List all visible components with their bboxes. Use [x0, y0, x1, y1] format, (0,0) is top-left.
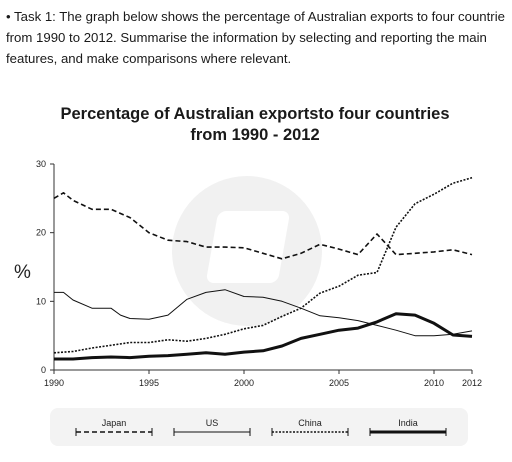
y-tick-label: 20	[36, 228, 46, 238]
series-line-us	[54, 289, 473, 337]
y-tick-label: 10	[36, 296, 46, 306]
legend-label-us: US	[206, 418, 219, 428]
y-tick-label: 0	[41, 365, 46, 375]
legend-label-china: China	[298, 418, 322, 428]
legend-label-japan: Japan	[102, 418, 127, 428]
series-line-china	[53, 176, 473, 354]
y-axis-label: %	[14, 262, 31, 283]
y-tick-label: 30	[36, 159, 46, 169]
legend-label-india: India	[398, 418, 418, 428]
task-instructions: • Task 1: The graph below shows the perc…	[6, 9, 505, 66]
x-tick-label: 2010	[424, 378, 444, 388]
x-tick-label: 1995	[139, 378, 159, 388]
chart-title: Percentage of Australian exportsto four …	[60, 105, 450, 144]
series-line-japan	[53, 192, 473, 260]
x-tick-label: 2000	[234, 378, 254, 388]
x-tick-label: 2012	[462, 378, 482, 388]
watermark-logo	[172, 176, 322, 326]
series-line-india	[54, 312, 473, 361]
x-tick-label: 2005	[329, 378, 349, 388]
legend-panel	[50, 408, 468, 446]
x-tick-label: 1990	[44, 378, 64, 388]
